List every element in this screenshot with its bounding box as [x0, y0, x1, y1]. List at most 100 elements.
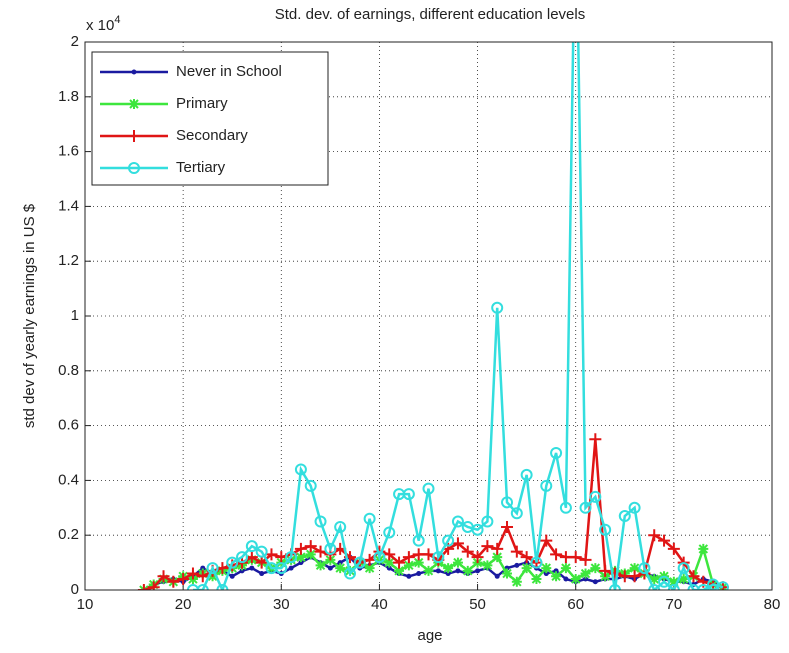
data-point — [550, 447, 563, 459]
data-point — [648, 584, 661, 590]
data-point — [530, 556, 543, 569]
y-tick-label: 1.6 — [58, 143, 79, 160]
data-point — [383, 526, 396, 539]
data-point — [403, 560, 414, 571]
data-point — [383, 548, 396, 561]
data-point — [551, 571, 562, 582]
data-point — [658, 534, 671, 547]
data-point — [579, 553, 592, 566]
data-point — [157, 570, 170, 583]
data-point — [304, 540, 317, 553]
data-point — [128, 130, 140, 142]
data-point — [128, 162, 140, 174]
data-point — [343, 567, 356, 580]
data-point — [327, 565, 333, 571]
data-point — [638, 562, 651, 575]
data-point — [589, 490, 602, 503]
data-point — [687, 584, 700, 590]
data-point — [452, 557, 463, 568]
data-point — [255, 556, 268, 569]
plot-frame — [84, 41, 773, 591]
data-point — [432, 551, 445, 564]
data-point — [668, 576, 679, 587]
data-point — [510, 545, 523, 558]
data-point — [314, 545, 327, 558]
data-point — [541, 563, 552, 574]
data-point — [324, 542, 337, 555]
data-point — [589, 433, 602, 446]
data-point — [618, 510, 631, 523]
data-point — [579, 501, 592, 514]
data-point — [491, 542, 504, 555]
data-point — [570, 574, 581, 585]
data-point — [501, 496, 514, 509]
data-point — [373, 551, 386, 564]
y-scale-exponent: 4 — [114, 14, 120, 26]
y-scale-label: x 104 — [86, 14, 120, 34]
data-point — [315, 560, 326, 571]
data-point — [461, 545, 474, 558]
data-point — [363, 512, 376, 525]
data-point — [394, 565, 405, 576]
data-point — [471, 551, 484, 564]
data-point — [520, 551, 533, 564]
data-point — [334, 520, 347, 533]
data-point — [305, 549, 316, 560]
data-point — [482, 560, 493, 571]
data-point — [502, 568, 513, 579]
legend-label: Never in School — [176, 63, 282, 80]
data-point — [451, 537, 464, 550]
data-point — [471, 523, 484, 536]
data-point — [443, 563, 454, 574]
data-point — [177, 573, 190, 586]
data-point — [677, 562, 690, 575]
data-point — [416, 571, 422, 576]
y-tick-label: 1.4 — [58, 197, 79, 214]
data-point — [698, 543, 709, 554]
data-point — [563, 576, 569, 582]
data-point — [353, 556, 366, 569]
data-point — [455, 568, 461, 574]
data-point — [393, 556, 406, 569]
legend: Never in School Primary Secondary Tertiary — [91, 51, 329, 186]
data-point — [196, 570, 209, 583]
data-point — [265, 548, 278, 561]
data-point — [540, 534, 553, 547]
data-point — [599, 523, 612, 536]
data-point — [236, 551, 249, 564]
y-tick-label: 1.2 — [58, 252, 79, 269]
data-point — [335, 563, 346, 574]
data-point — [412, 534, 425, 547]
data-point — [435, 568, 441, 574]
data-point — [259, 571, 265, 576]
data-point — [402, 488, 415, 501]
y-tick-label: 1 — [71, 307, 79, 324]
data-point — [667, 584, 680, 590]
data-point — [216, 584, 229, 590]
data-point — [423, 565, 434, 576]
data-point — [658, 575, 671, 588]
data-point — [510, 507, 523, 520]
data-point — [167, 575, 180, 588]
x-tick-label: 40 — [371, 596, 388, 613]
data-point — [475, 568, 481, 574]
data-point — [628, 570, 641, 583]
data-point — [678, 574, 689, 585]
data-point — [511, 576, 522, 587]
data-point — [462, 565, 473, 576]
legend-label: Tertiary — [176, 159, 226, 176]
data-point — [406, 573, 412, 579]
data-point — [422, 482, 435, 495]
data-point — [294, 463, 307, 476]
data-point — [285, 551, 298, 564]
x-tick-label: 80 — [764, 596, 781, 613]
data-point — [364, 563, 375, 574]
data-point — [275, 562, 288, 575]
data-point — [196, 584, 209, 590]
y-tick-label: 0.8 — [58, 362, 79, 379]
y-tick-label: 0.6 — [58, 417, 79, 434]
data-point — [363, 553, 376, 566]
y-scale-base: x 10 — [86, 17, 114, 34]
data-point — [569, 551, 582, 564]
